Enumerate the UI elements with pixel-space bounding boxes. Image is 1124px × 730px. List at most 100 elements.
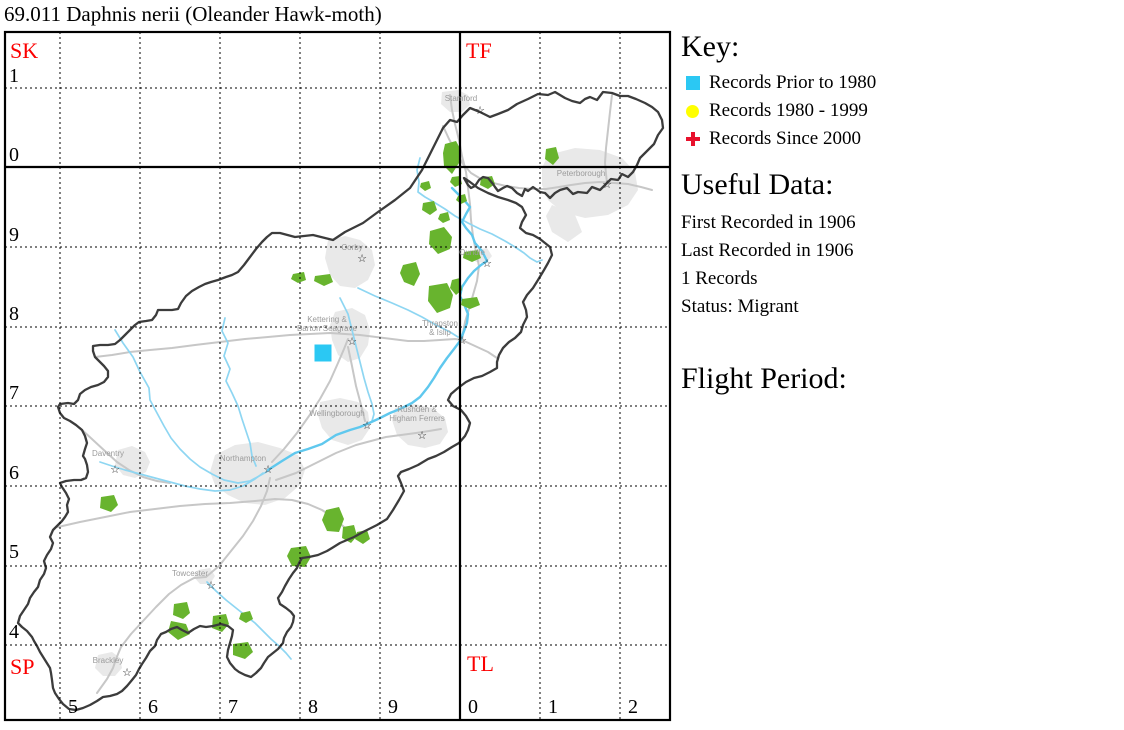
easting-label: 5 <box>68 696 78 718</box>
info-panel: Key: Records Prior to 1980 Records 1980 … <box>681 30 1121 396</box>
town-label: Rushden & <box>397 405 437 414</box>
town-star-icon: ☆ <box>263 464 273 476</box>
woodland-patch <box>545 147 559 165</box>
road-kettering-wellingborough <box>347 346 366 422</box>
easting-label: 7 <box>228 696 238 718</box>
record-marker-prior-1980 <box>314 344 332 362</box>
woodland-patch <box>420 181 431 191</box>
woodland-patch <box>291 272 306 283</box>
town-label: & Islip <box>429 328 451 337</box>
rivers <box>266 186 489 472</box>
flight-period-heading: Flight Period: <box>681 362 847 395</box>
easting-label: 2 <box>628 696 638 718</box>
grid-letter-SK: SK <box>10 38 38 63</box>
town-label: Daventry <box>92 449 124 458</box>
town-star-icon: ☆ <box>475 105 485 117</box>
town-star-icon: ☆ <box>110 464 120 476</box>
town-star-icon: ☆ <box>362 420 372 432</box>
woodland-patch <box>233 642 253 659</box>
town-star-icon: ☆ <box>357 253 367 265</box>
key-item-since-2000: Records Since 2000 <box>681 125 1121 153</box>
river-nene <box>266 186 489 472</box>
key-heading: Key: <box>681 30 740 63</box>
town-label: Peterborough <box>557 169 605 178</box>
prior-1980-square-icon <box>686 76 700 90</box>
woodland-patch <box>480 176 495 189</box>
key-item-1980-1999: Records 1980 - 1999 <box>681 97 1121 125</box>
woodland-patch <box>463 250 481 262</box>
road-a605 <box>449 94 480 342</box>
town-star-icon: ☆ <box>347 336 357 348</box>
woodland-patch <box>168 621 190 640</box>
woodland-patch <box>429 227 452 254</box>
town-star-icon: ☆ <box>417 430 427 442</box>
town-label: Stamford <box>445 94 477 103</box>
easting-label: 9 <box>388 696 398 718</box>
woodland-patch <box>173 602 190 619</box>
grid-dashed-lines <box>5 32 670 720</box>
northing-label: 0 <box>9 144 19 166</box>
woodland-patch <box>443 141 461 174</box>
woodland-patch <box>287 546 311 567</box>
town-label: Thrapston <box>422 319 458 328</box>
1980-1999-circle-icon <box>686 104 699 118</box>
woodlands <box>100 141 559 659</box>
grid-letter-SP: SP <box>10 654 34 679</box>
town-star-icon: ☆ <box>482 258 492 270</box>
northing-label: 8 <box>9 303 19 325</box>
road-a43-north <box>271 338 349 463</box>
town-label: Brackley <box>93 656 124 665</box>
easting-label: 1 <box>548 696 558 718</box>
useful-data-lines: First Recorded in 1906 Last Recorded in … <box>681 209 1121 321</box>
woodland-patch <box>239 611 253 623</box>
town-label: Kettering & <box>307 315 347 324</box>
woodland-patch <box>422 201 437 215</box>
urban-corby <box>325 236 375 288</box>
willow-brook <box>416 157 543 263</box>
grid-letter-TF: TF <box>466 38 492 63</box>
status: Status: Migrant <box>681 296 799 317</box>
urban-wellingborough <box>318 398 370 445</box>
town-star-icon: ☆ <box>457 335 467 347</box>
urban-rushden <box>392 404 448 448</box>
town-label: Towcester <box>172 569 208 578</box>
woodland-patch <box>438 212 450 223</box>
easting-label: 8 <box>308 696 318 718</box>
key-item-prior-1980: Records Prior to 1980 <box>681 69 1121 97</box>
woodland-patch <box>314 274 333 286</box>
useful-data-heading: Useful Data: <box>681 168 834 201</box>
woodland-patch <box>400 262 420 286</box>
key-item-label: Records Since 2000 <box>709 128 861 149</box>
first-recorded: First Recorded in 1906 <box>681 212 856 233</box>
northing-label: 4 <box>9 621 19 643</box>
northing-label: 9 <box>9 224 19 246</box>
woodland-patch <box>322 507 344 532</box>
town-label: Oundle <box>459 248 485 257</box>
county-outline <box>16 90 665 712</box>
road-a14 <box>94 332 498 359</box>
town-label: Northampton <box>220 454 266 463</box>
town-label: Corby <box>341 243 362 252</box>
urban-stamford <box>441 90 470 112</box>
woodland-patch <box>461 297 480 309</box>
river-brampton-arm <box>114 329 269 484</box>
map-border <box>3 30 672 722</box>
town-label: Wellingborough <box>309 409 364 418</box>
grid-letter-TL: TL <box>467 651 494 676</box>
easting-label: 6 <box>148 696 158 718</box>
grid-lines <box>3 30 672 722</box>
since-2000-cross-icon <box>686 132 700 146</box>
river-north-arm <box>221 317 257 467</box>
town-star-icon: ☆ <box>602 179 612 191</box>
river-tove <box>206 581 292 660</box>
urban-towcester <box>194 568 215 584</box>
page-title: 69.011 Daphnis nerii (Oleander Hawk-moth… <box>4 2 382 26</box>
northing-label: 5 <box>9 541 19 563</box>
town-label: Barton Seagrave <box>297 324 358 333</box>
northing-label: 1 <box>9 65 19 87</box>
town-star-icon: ☆ <box>122 667 132 679</box>
town-label: Higham Ferrers <box>389 414 445 423</box>
last-recorded: Last Recorded in 1906 <box>681 240 854 261</box>
